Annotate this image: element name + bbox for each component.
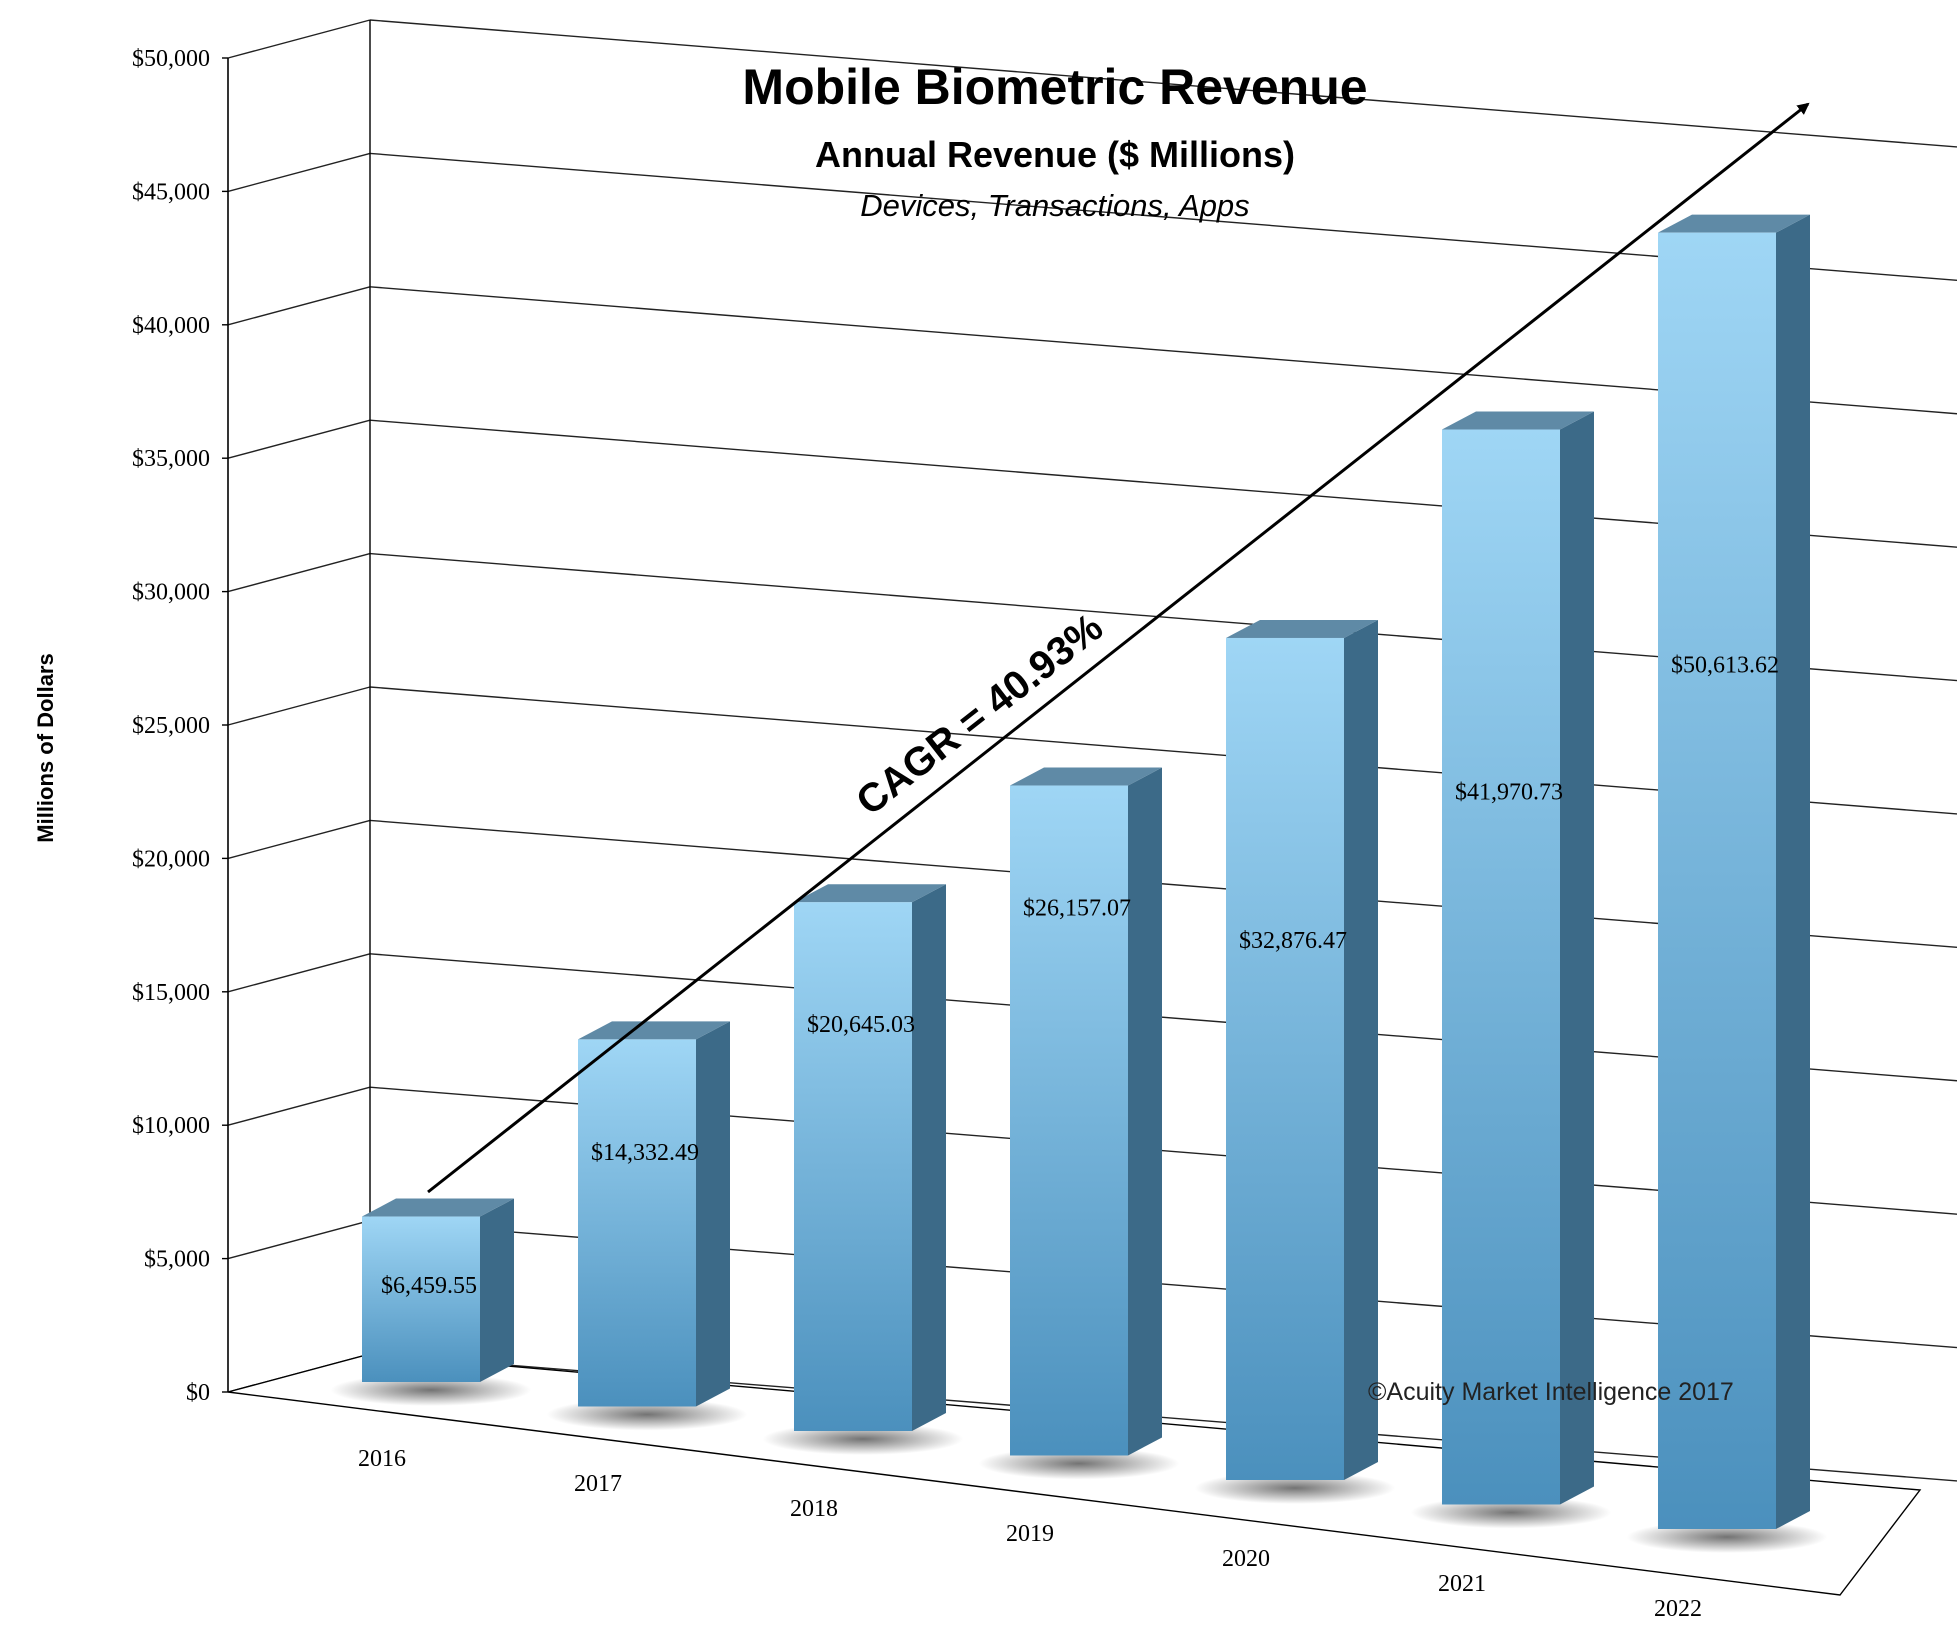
x-tick-label: 2021 [1438,1571,1486,1597]
gridline [227,419,371,459]
bar [1010,785,1128,1456]
gridline [227,552,371,593]
y-tick-label: $10,000 [132,1113,210,1139]
bar-top [1010,767,1162,786]
y-tick-label: $25,000 [132,713,210,739]
bar-layer [330,214,1828,1553]
bar-side [1776,214,1810,1530]
bar-side [912,884,946,1431]
y-tick-label: $50,000 [132,46,210,72]
y-tick-label: $20,000 [132,846,210,872]
y-tick-label: $40,000 [132,313,210,339]
data-label: $26,157.07 [1023,896,1131,922]
gridline [227,953,371,993]
gridline [227,1086,371,1126]
y-tick-label: $15,000 [132,980,210,1006]
bar-top [578,1021,730,1040]
chart-subtitle: Annual Revenue ($ Millions) [814,134,1296,175]
y-axis-label: Millions of Dollars [33,653,58,843]
gridline [227,686,371,726]
y-tick-label: $35,000 [132,446,210,472]
x-tick-label: 2018 [790,1496,838,1522]
arrow-layer [427,102,1810,1194]
x-tick-label: 2020 [1222,1546,1270,1572]
x-tick-label: 2016 [358,1446,406,1472]
y-tick-label: $0 [186,1380,210,1406]
data-label: $50,613.62 [1671,653,1779,679]
chart-subtitle-italic: Devices, Transactions, Apps [860,188,1250,223]
cagr-arrow [427,102,1810,1194]
bar-top [1442,411,1594,430]
bar [794,902,912,1431]
data-label: $41,970.73 [1455,780,1563,806]
bar-side [480,1198,514,1382]
gridline [227,1219,371,1260]
gridline [369,19,1957,148]
data-label: $20,645.03 [807,1012,915,1038]
data-label: $32,876.47 [1239,928,1347,954]
y-tick-label: $5,000 [144,1247,210,1273]
bar [1442,429,1560,1505]
bar [1658,232,1776,1530]
bar-side [1560,411,1594,1505]
y-tick-label: $30,000 [132,580,210,606]
bar [362,1216,480,1382]
bar-top [1658,214,1810,233]
bar-top [362,1198,514,1217]
gridline [227,19,371,59]
gridline [227,819,371,860]
axis-layer: $0 $5,000 $10,000 $15,000 $20,000 $25,000 $30,… [132,20,371,1406]
gridline [227,152,371,193]
x-tick-label: 2017 [574,1471,622,1497]
bar-side [696,1021,730,1407]
data-label: $14,332.49 [591,1140,699,1166]
bar-top [1226,619,1378,638]
bar-top [794,884,946,903]
bar-side [1344,619,1378,1480]
bar-side [1128,767,1162,1456]
x-tick-label: 2019 [1006,1521,1054,1547]
bar [1226,637,1344,1480]
bar [578,1039,696,1407]
data-label: $6,459.55 [381,1273,477,1299]
x-tick-label: 2022 [1654,1596,1702,1622]
y-tick-label: $45,000 [132,179,210,205]
chart-title: Mobile Biometric Revenue [742,59,1368,115]
copyright-note: ©Acuity Market Intelligence 2017 [1368,1378,1734,1406]
gridline [227,286,371,326]
label-layer: $6,459.55 2016 $14,332.49 2017 $20,645.03 201… [358,653,1779,1622]
